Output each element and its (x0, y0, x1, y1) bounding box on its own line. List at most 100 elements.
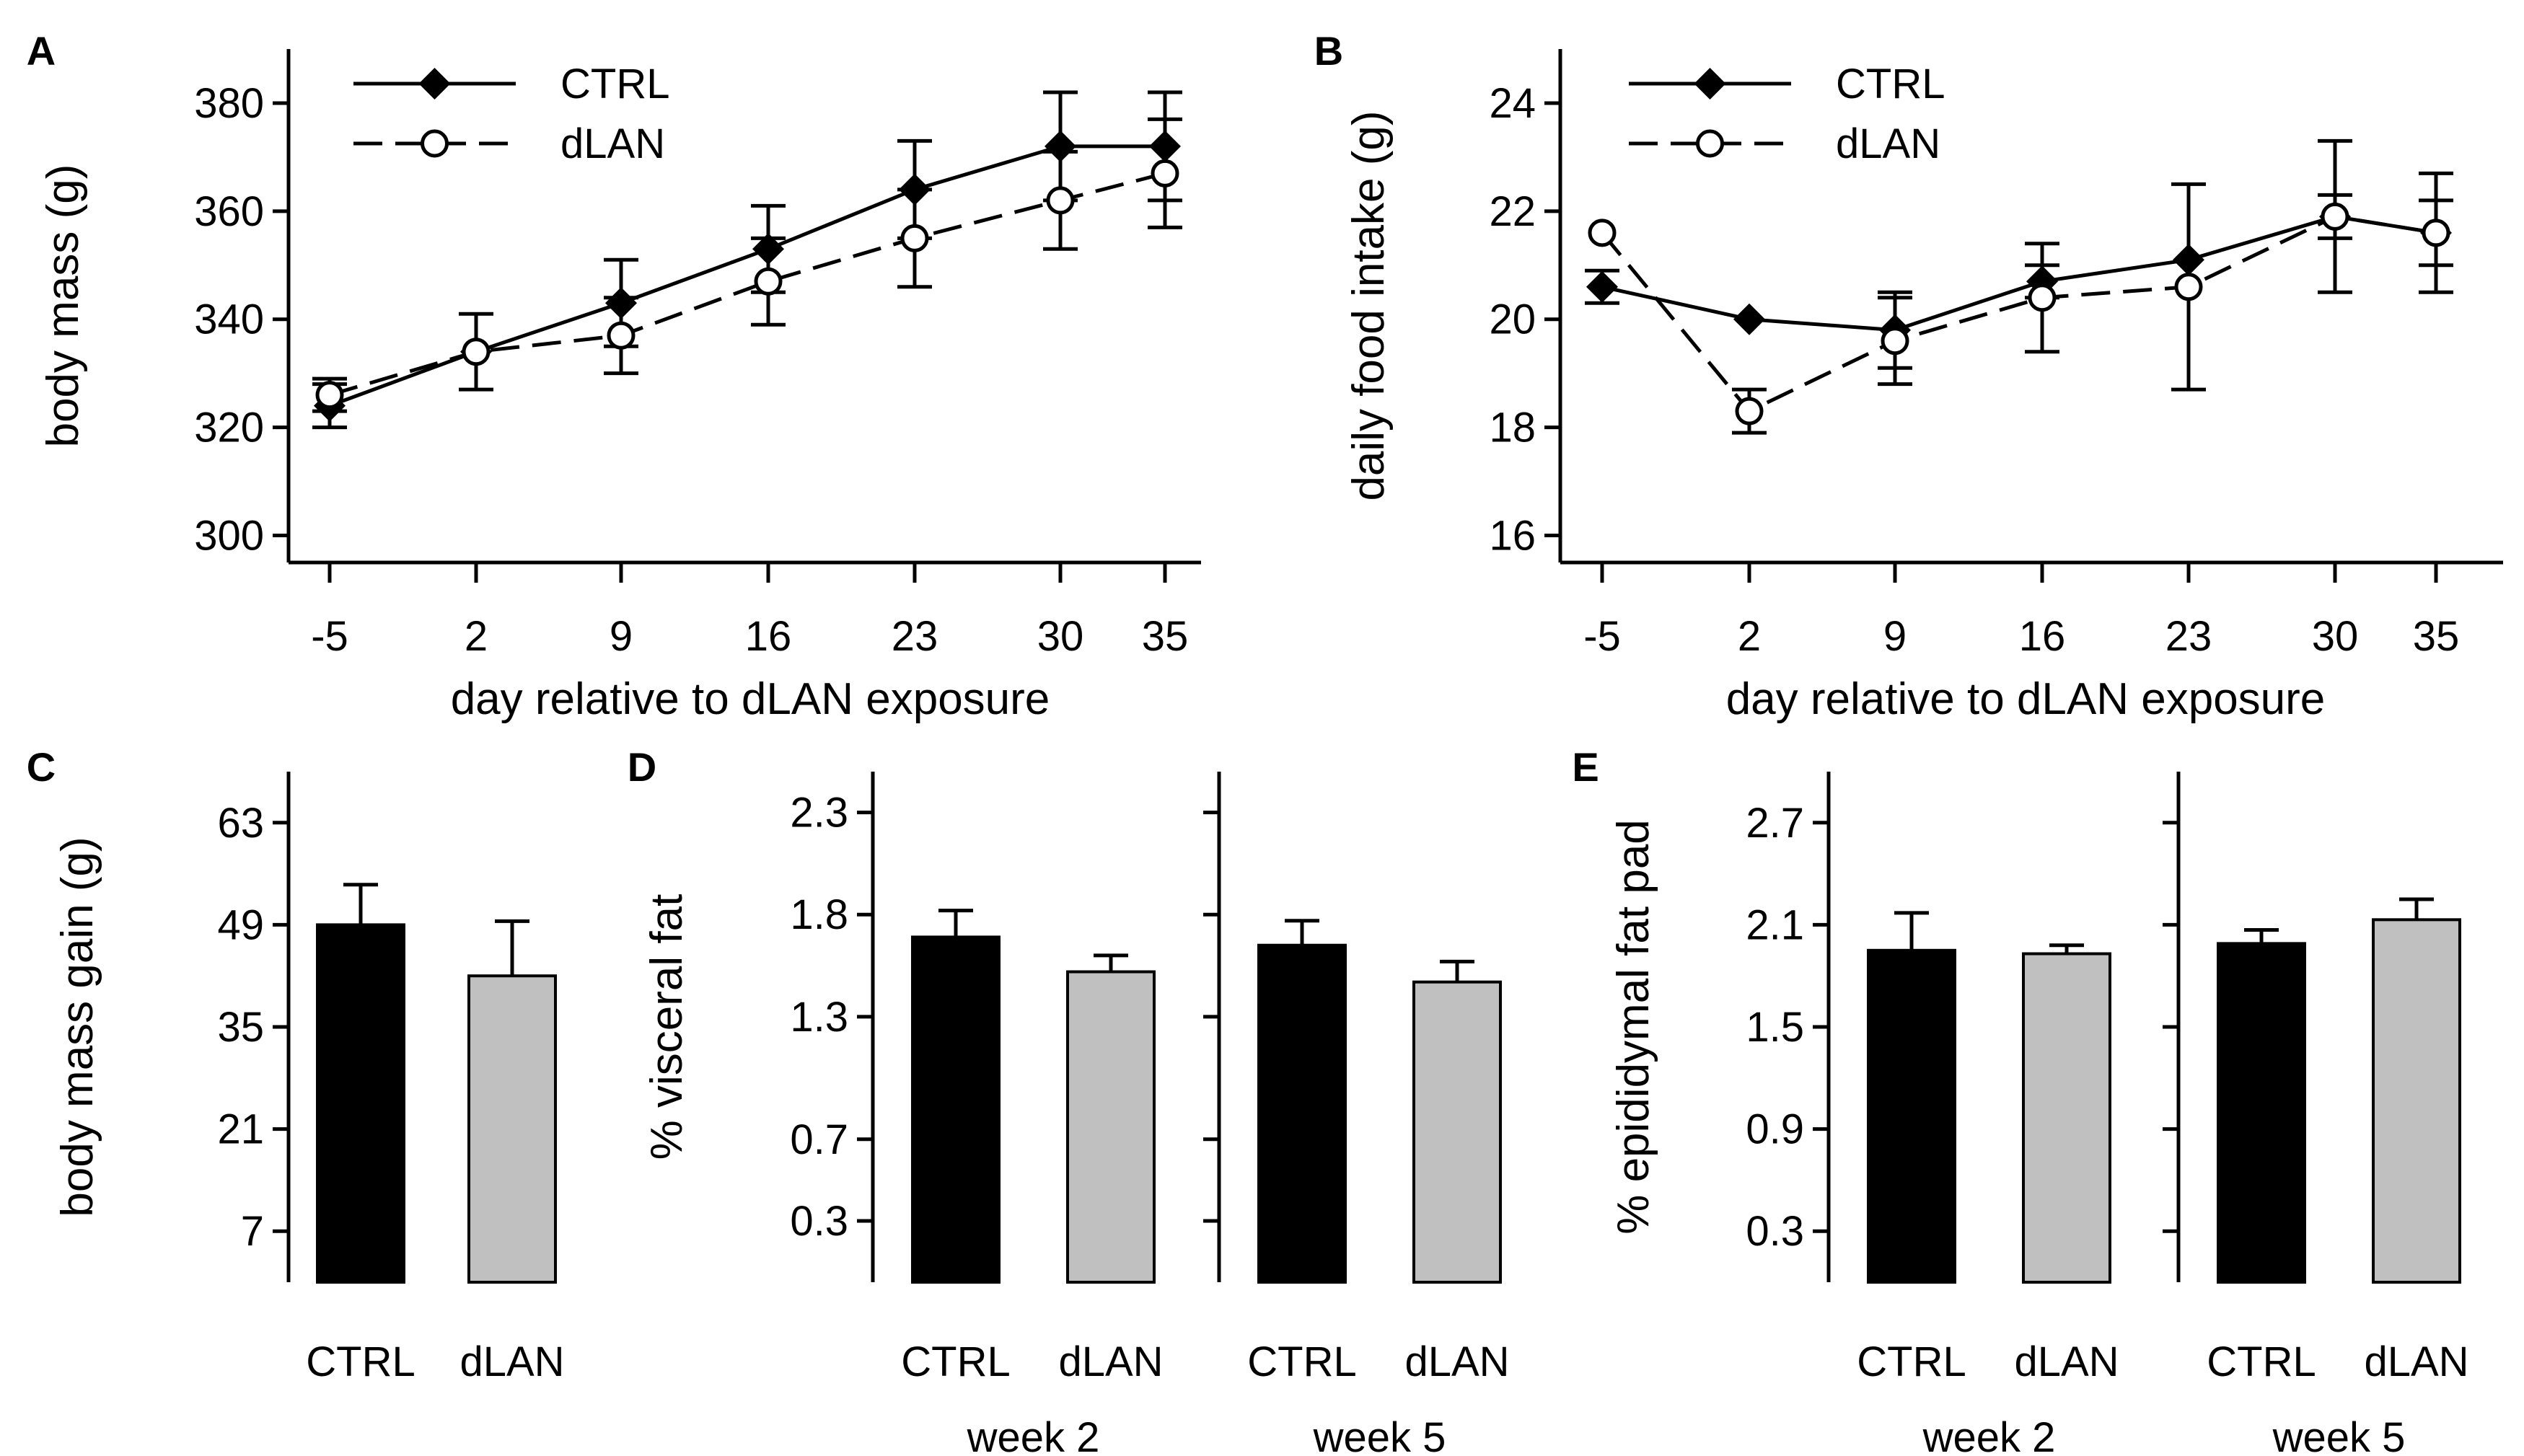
data-point-ctrl (899, 173, 931, 206)
bar-dlan (467, 974, 557, 1284)
data-point-ctrl (1733, 303, 1765, 335)
x-tick-label: 30 (2312, 613, 2359, 660)
y-tick-label: 35 (217, 1004, 264, 1051)
y-axis-label: % epididymal fat pad (1609, 819, 1658, 1235)
y-tick-label: 22 (1489, 188, 1536, 235)
x-category-label: dLAN (1404, 1338, 1509, 1385)
panel-letter-b: B (1314, 28, 1343, 74)
y-tick-label: 320 (194, 405, 264, 451)
x-category-label: dLAN (2364, 1338, 2468, 1385)
bar-dlan (1412, 980, 1502, 1284)
data-point-dlan (2321, 202, 2349, 231)
group-label: week 2 (1922, 1414, 2056, 1456)
legend-label-dlan: dLAN (1836, 120, 1940, 167)
data-point-dlan (462, 337, 491, 366)
y-axis-label: % visceral fat (642, 894, 692, 1160)
data-point-ctrl (2173, 244, 2204, 276)
y-axis-label: body mass gain (g) (53, 837, 102, 1217)
y-tick-label: 21 (217, 1106, 264, 1153)
data-point-dlan (607, 321, 636, 350)
x-category-label: CTRL (1247, 1338, 1356, 1385)
y-tick-label: 16 (1489, 513, 1536, 560)
bar-ctrl (1257, 943, 1347, 1284)
x-tick-label: 2 (465, 613, 488, 660)
data-point-ctrl (1149, 130, 1181, 162)
data-point-dlan (1735, 397, 1764, 425)
x-axis-label: day relative to dLAN exposure (1726, 674, 2326, 724)
data-point-ctrl (605, 287, 637, 319)
group-label: week 2 (967, 1414, 1100, 1456)
y-tick-label: 0.3 (1746, 1208, 1804, 1255)
bar-dlan (2372, 918, 2461, 1284)
x-tick-label: 2 (1738, 613, 1761, 660)
y-tick-label: 1.3 (790, 994, 848, 1041)
group-label: week 5 (1313, 1414, 1446, 1456)
y-tick-label: 0.3 (790, 1198, 848, 1245)
x-category-label: dLAN (2014, 1338, 2119, 1385)
y-tick-label: 0.9 (1746, 1106, 1804, 1153)
x-category-label: CTRL (2207, 1338, 2316, 1385)
y-tick-label: 380 (194, 80, 264, 127)
legend-marker-dlan (1696, 129, 1724, 158)
y-axis-label: daily food intake (g) (1344, 110, 1394, 500)
data-point-ctrl (1045, 130, 1076, 162)
x-tick-label: -5 (311, 613, 348, 660)
data-point-dlan (900, 224, 929, 252)
legend-label-ctrl: CTRL (1836, 61, 1945, 107)
y-tick-label: 20 (1489, 296, 1536, 343)
y-tick-label: 63 (217, 800, 264, 847)
bar-ctrl (911, 935, 1001, 1284)
bar-ctrl (316, 923, 405, 1284)
x-category-label: dLAN (1058, 1338, 1163, 1385)
x-category-label: dLAN (459, 1338, 564, 1385)
x-tick-label: 35 (2413, 613, 2460, 660)
legend-marker-ctrl (418, 68, 451, 100)
legend-marker-dlan (421, 129, 449, 158)
legend-label-ctrl: CTRL (560, 61, 669, 107)
y-tick-label: 2.1 (1746, 901, 1804, 948)
panel-letter-c: C (27, 744, 56, 790)
y-tick-label: 18 (1489, 405, 1536, 451)
y-tick-label: 7 (241, 1208, 264, 1255)
y-tick-label: 2.7 (1746, 800, 1804, 847)
x-tick-label: 35 (1142, 613, 1189, 660)
data-point-dlan (1046, 186, 1075, 215)
y-tick-label: 24 (1489, 80, 1536, 127)
group-label: week 5 (2272, 1414, 2406, 1456)
data-point-dlan (2028, 283, 2057, 312)
bar-dlan (1066, 970, 1156, 1284)
x-tick-label: 23 (892, 613, 938, 660)
bar-ctrl (2217, 942, 2306, 1284)
y-tick-label: 340 (194, 296, 264, 343)
data-point-ctrl (1586, 270, 1618, 303)
y-tick-label: 1.5 (1746, 1004, 1804, 1051)
x-tick-label: 9 (610, 613, 633, 660)
y-tick-label: 300 (194, 513, 264, 560)
y-tick-label: 49 (217, 901, 264, 948)
y-axis-label: body mass (g) (38, 164, 88, 448)
data-point-dlan (754, 267, 783, 296)
x-category-label: CTRL (901, 1338, 1010, 1385)
data-point-dlan (1588, 219, 1617, 247)
data-point-dlan (1151, 159, 1179, 187)
y-tick-label: 360 (194, 188, 264, 235)
panel-letter-a: A (27, 28, 56, 74)
x-tick-label: 30 (1037, 613, 1084, 660)
x-tick-label: 16 (2019, 613, 2066, 660)
panel-letter-d: D (628, 744, 656, 790)
legend-label-dlan: dLAN (560, 120, 665, 167)
data-point-dlan (1881, 327, 1909, 356)
x-tick-label: 16 (745, 613, 792, 660)
data-point-dlan (315, 381, 344, 410)
y-tick-label: 2.3 (790, 790, 848, 837)
y-tick-label: 0.7 (790, 1116, 848, 1163)
x-axis-label: day relative to dLAN exposure (451, 674, 1050, 724)
series-line-ctrl (1601, 214, 2437, 332)
bar-dlan (2022, 952, 2111, 1284)
x-category-label: CTRL (1857, 1338, 1966, 1385)
data-point-dlan (2174, 273, 2203, 301)
y-tick-label: 1.8 (790, 891, 848, 938)
legend-marker-ctrl (1694, 68, 1726, 100)
series-line-dlan (329, 171, 1166, 397)
